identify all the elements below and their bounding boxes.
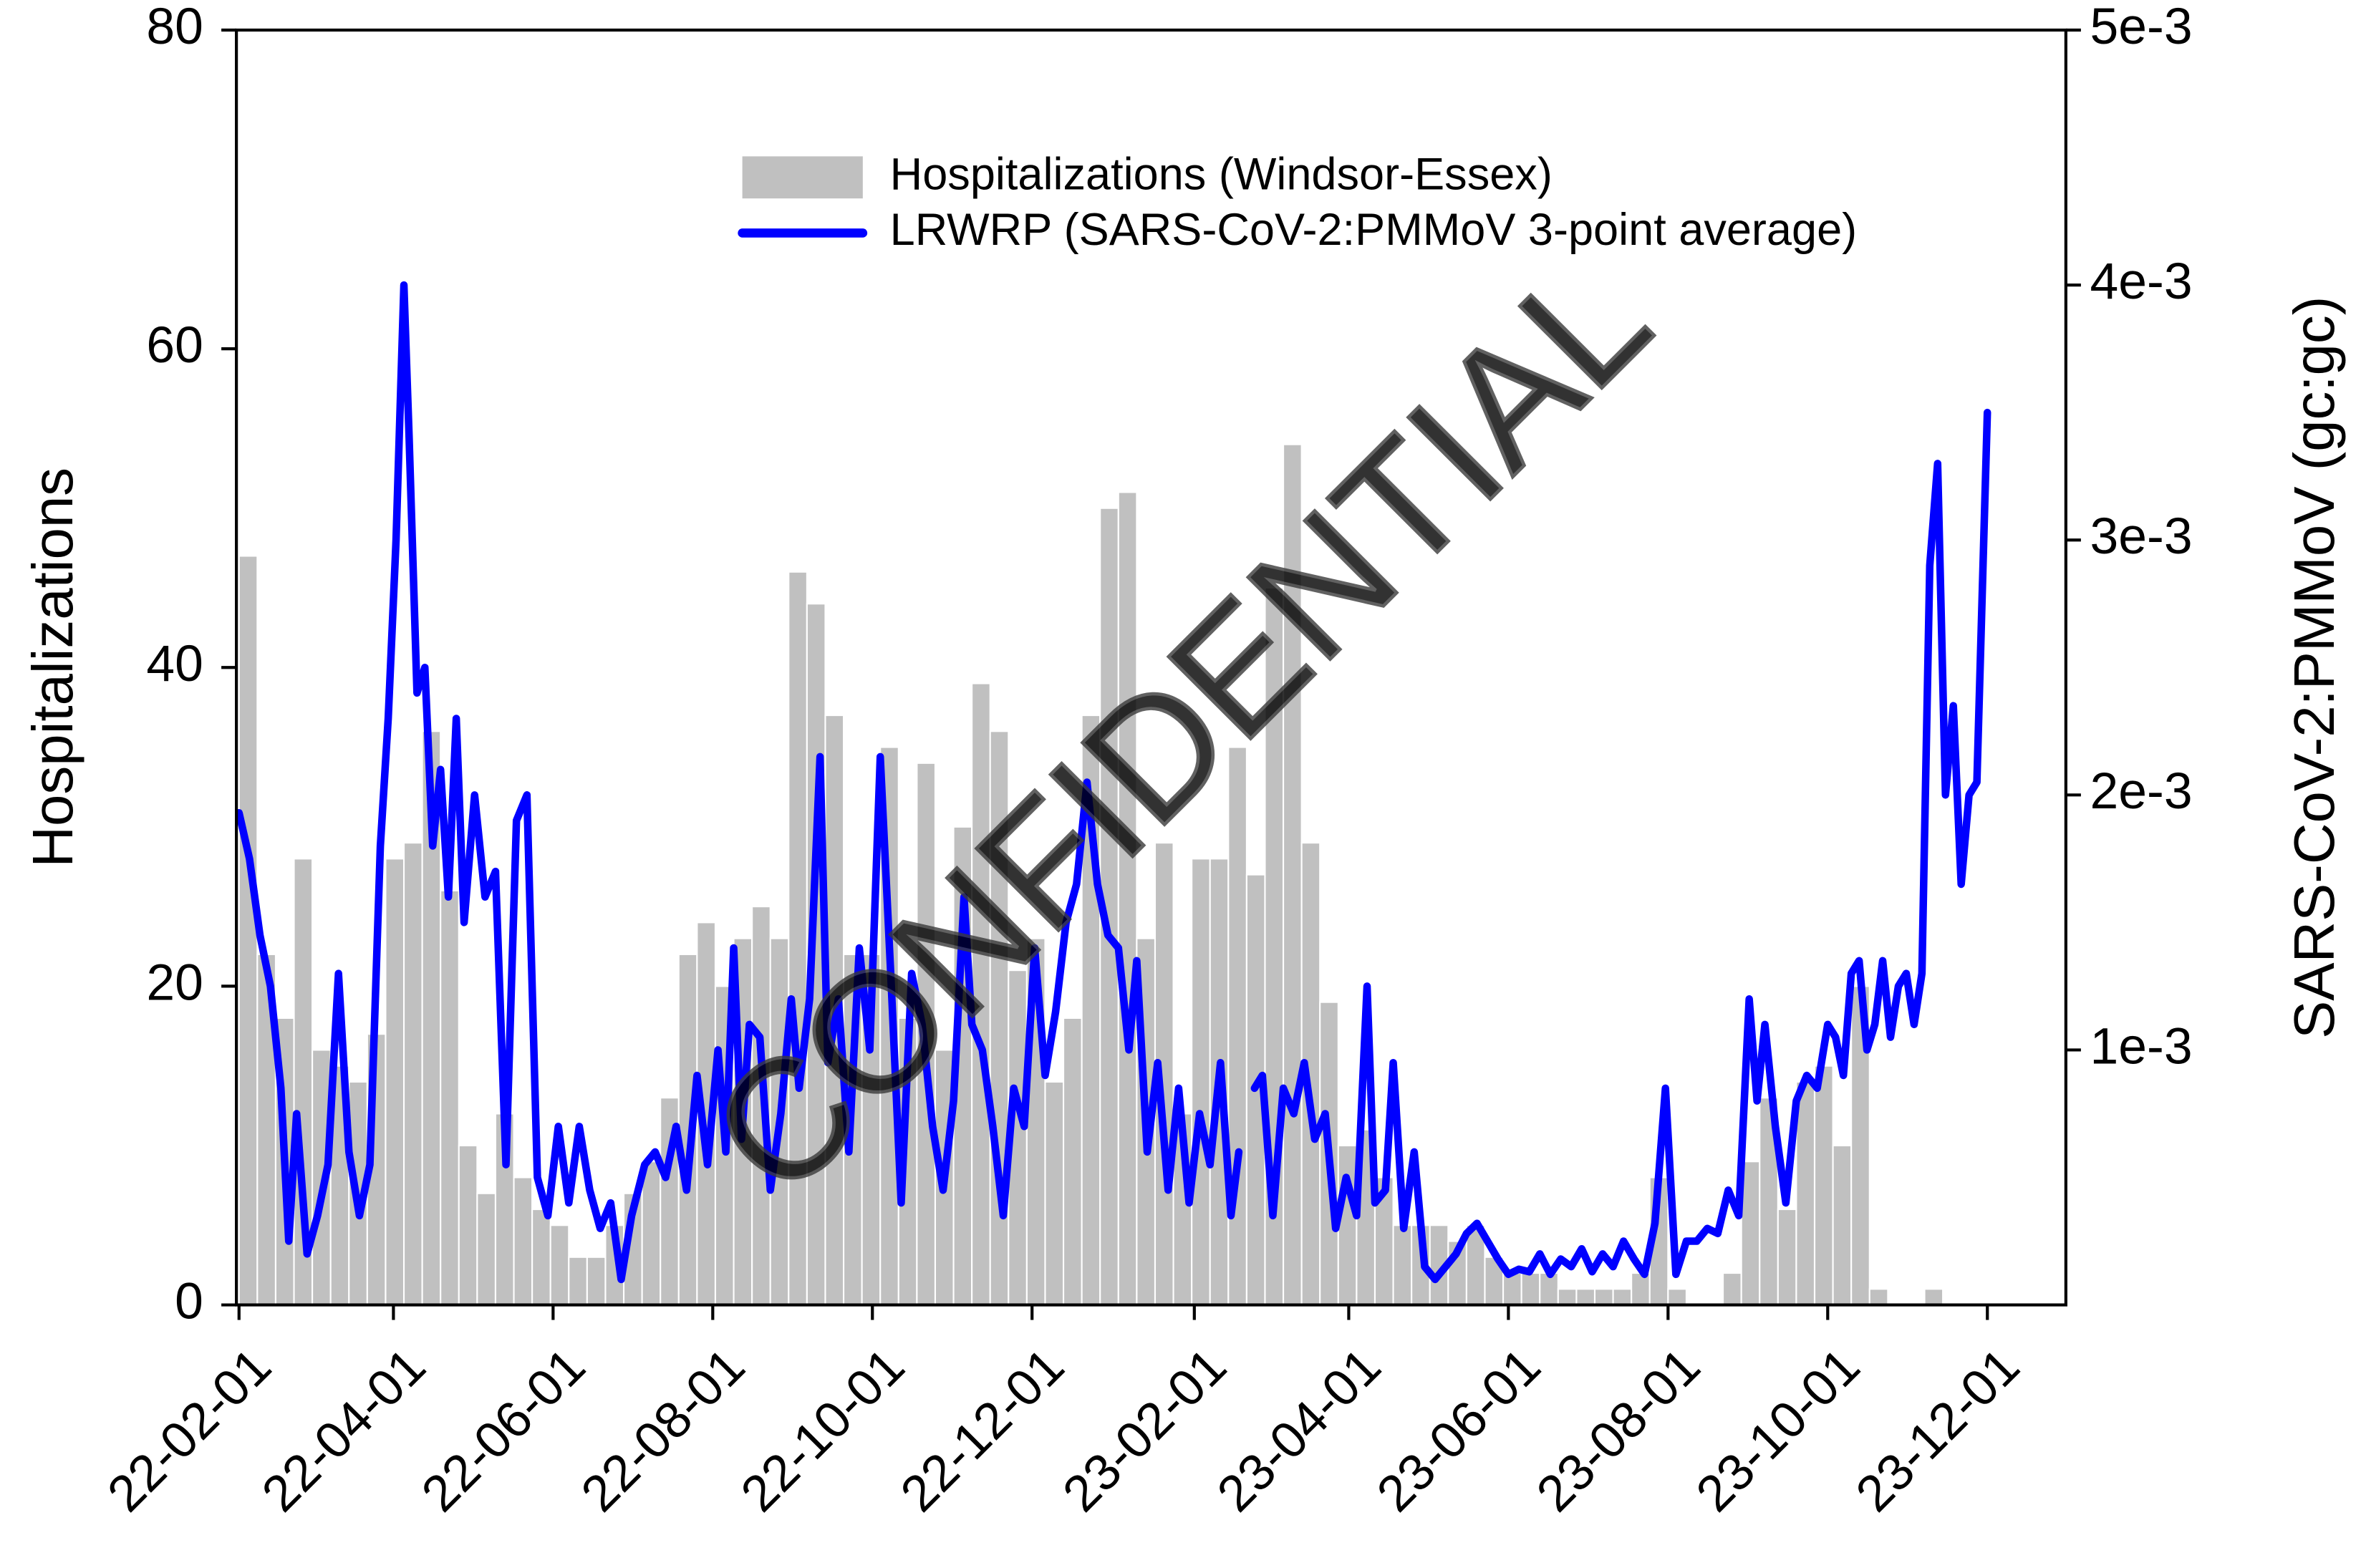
x-tick-label: 22-02-01 xyxy=(97,1337,282,1523)
bar xyxy=(1392,1224,1413,1306)
bar xyxy=(1813,1065,1834,1306)
data-line xyxy=(235,281,1991,1284)
bar xyxy=(1593,1288,1614,1306)
x-tick-label: 22-10-01 xyxy=(730,1337,915,1523)
bar xyxy=(549,1224,570,1306)
y-tick-label: 20 xyxy=(146,954,203,1011)
bar xyxy=(1868,1288,1889,1306)
x-tick-label: 23-06-01 xyxy=(1366,1337,1552,1523)
bar xyxy=(1044,1080,1065,1306)
bar xyxy=(458,1144,478,1306)
y2-axis-title: SARS-CoV-2:PMMoV (gc:gc) xyxy=(2282,296,2346,1039)
bar xyxy=(238,555,259,1306)
bar xyxy=(513,1176,533,1306)
y2-tick-label: 2e-3 xyxy=(2090,763,2193,820)
legend-swatch xyxy=(742,156,863,199)
x-tick-label: 23-08-01 xyxy=(1526,1337,1711,1523)
bar xyxy=(1575,1288,1596,1306)
y-tick-label: 40 xyxy=(146,635,203,692)
y-axis-title: Hospitalizations xyxy=(21,468,85,868)
bar xyxy=(1557,1288,1578,1306)
bar xyxy=(568,1256,588,1306)
bar xyxy=(1795,1080,1816,1306)
line-layer xyxy=(235,281,1991,1284)
x-tick-label: 22-06-01 xyxy=(411,1337,597,1523)
x-tick-label: 23-10-01 xyxy=(1685,1337,1870,1523)
bar xyxy=(1063,1017,1083,1306)
x-tick-label: 22-04-01 xyxy=(251,1337,437,1523)
bar xyxy=(1777,1208,1797,1306)
bar xyxy=(1923,1288,1944,1306)
bar xyxy=(476,1192,497,1306)
bar xyxy=(402,842,423,1306)
bar xyxy=(1337,1144,1358,1306)
legend-label: Hospitalizations (Windsor-Essex) xyxy=(890,149,1553,199)
y2-tick-label: 4e-3 xyxy=(2090,253,2193,310)
y2-tick-label: 3e-3 xyxy=(2090,508,2193,565)
x-tick-label: 23-04-01 xyxy=(1207,1337,1392,1523)
x-tick-label: 22-12-01 xyxy=(889,1337,1075,1523)
bar xyxy=(1740,1161,1761,1306)
bar xyxy=(641,1161,662,1306)
bar xyxy=(440,889,460,1306)
bar xyxy=(1227,746,1247,1306)
bar xyxy=(788,571,808,1306)
x-tick-label: 22-08-01 xyxy=(571,1337,756,1523)
bar xyxy=(1502,1272,1522,1306)
bar xyxy=(1722,1272,1742,1306)
y-tick-label: 60 xyxy=(146,316,203,374)
x-tick-label: 23-02-01 xyxy=(1052,1337,1237,1523)
bar xyxy=(385,858,405,1306)
x-tick-label: 23-12-01 xyxy=(1845,1337,2030,1523)
bar xyxy=(1612,1288,1633,1306)
y-tick-label: 80 xyxy=(146,0,203,55)
bar xyxy=(1631,1272,1651,1306)
bar xyxy=(1832,1144,1853,1306)
y-tick-label: 0 xyxy=(175,1272,203,1330)
bar xyxy=(1667,1288,1687,1306)
bar xyxy=(586,1256,607,1306)
bar xyxy=(1520,1272,1541,1306)
y2-tick-label: 1e-3 xyxy=(2090,1017,2193,1075)
legend: Hospitalizations (Windsor-Essex) LRWRP (S… xyxy=(738,149,1857,255)
bar xyxy=(1191,858,1211,1306)
y2-tick-label: 5e-3 xyxy=(2090,0,2193,55)
legend-label: LRWRP (SARS-CoV-2:PMMoV 3-point average) xyxy=(890,205,1857,255)
bar xyxy=(531,1208,551,1306)
